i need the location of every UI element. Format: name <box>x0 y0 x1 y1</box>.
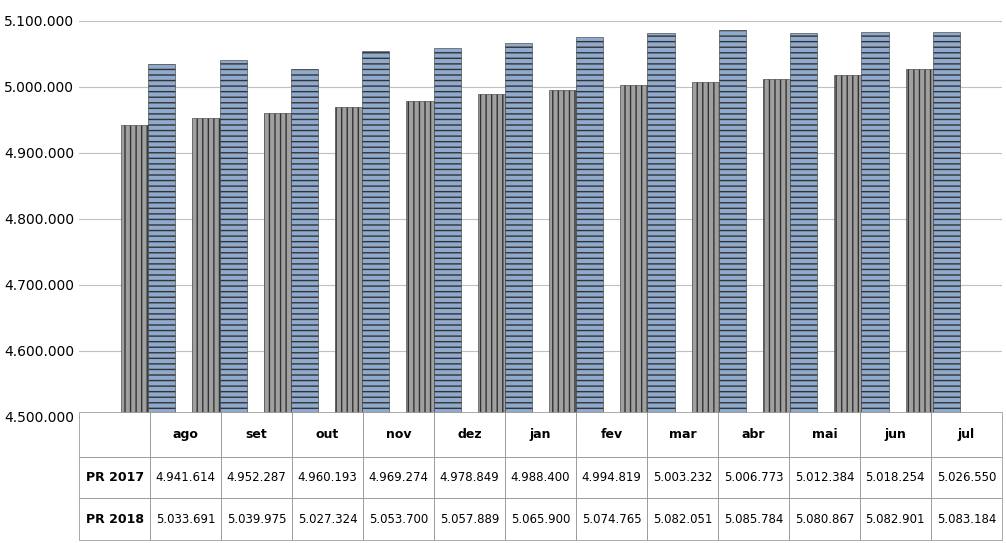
Bar <box>291 68 318 543</box>
Bar <box>905 69 933 543</box>
Bar <box>434 48 461 543</box>
Bar <box>121 125 148 543</box>
Bar <box>478 94 505 543</box>
Bar <box>576 37 604 543</box>
Bar <box>861 32 888 543</box>
Bar <box>192 118 219 543</box>
Bar <box>335 107 362 543</box>
Bar <box>763 79 790 543</box>
Bar <box>505 43 532 543</box>
Bar <box>719 30 745 543</box>
Bar <box>219 60 246 543</box>
Bar <box>648 33 675 543</box>
Bar <box>549 90 576 543</box>
Bar <box>790 33 817 543</box>
Bar <box>148 65 175 543</box>
Bar <box>834 74 861 543</box>
Bar <box>621 85 648 543</box>
Bar <box>692 82 719 543</box>
Bar <box>406 100 434 543</box>
Bar <box>933 32 960 543</box>
Bar <box>362 51 389 543</box>
Bar <box>264 113 291 543</box>
